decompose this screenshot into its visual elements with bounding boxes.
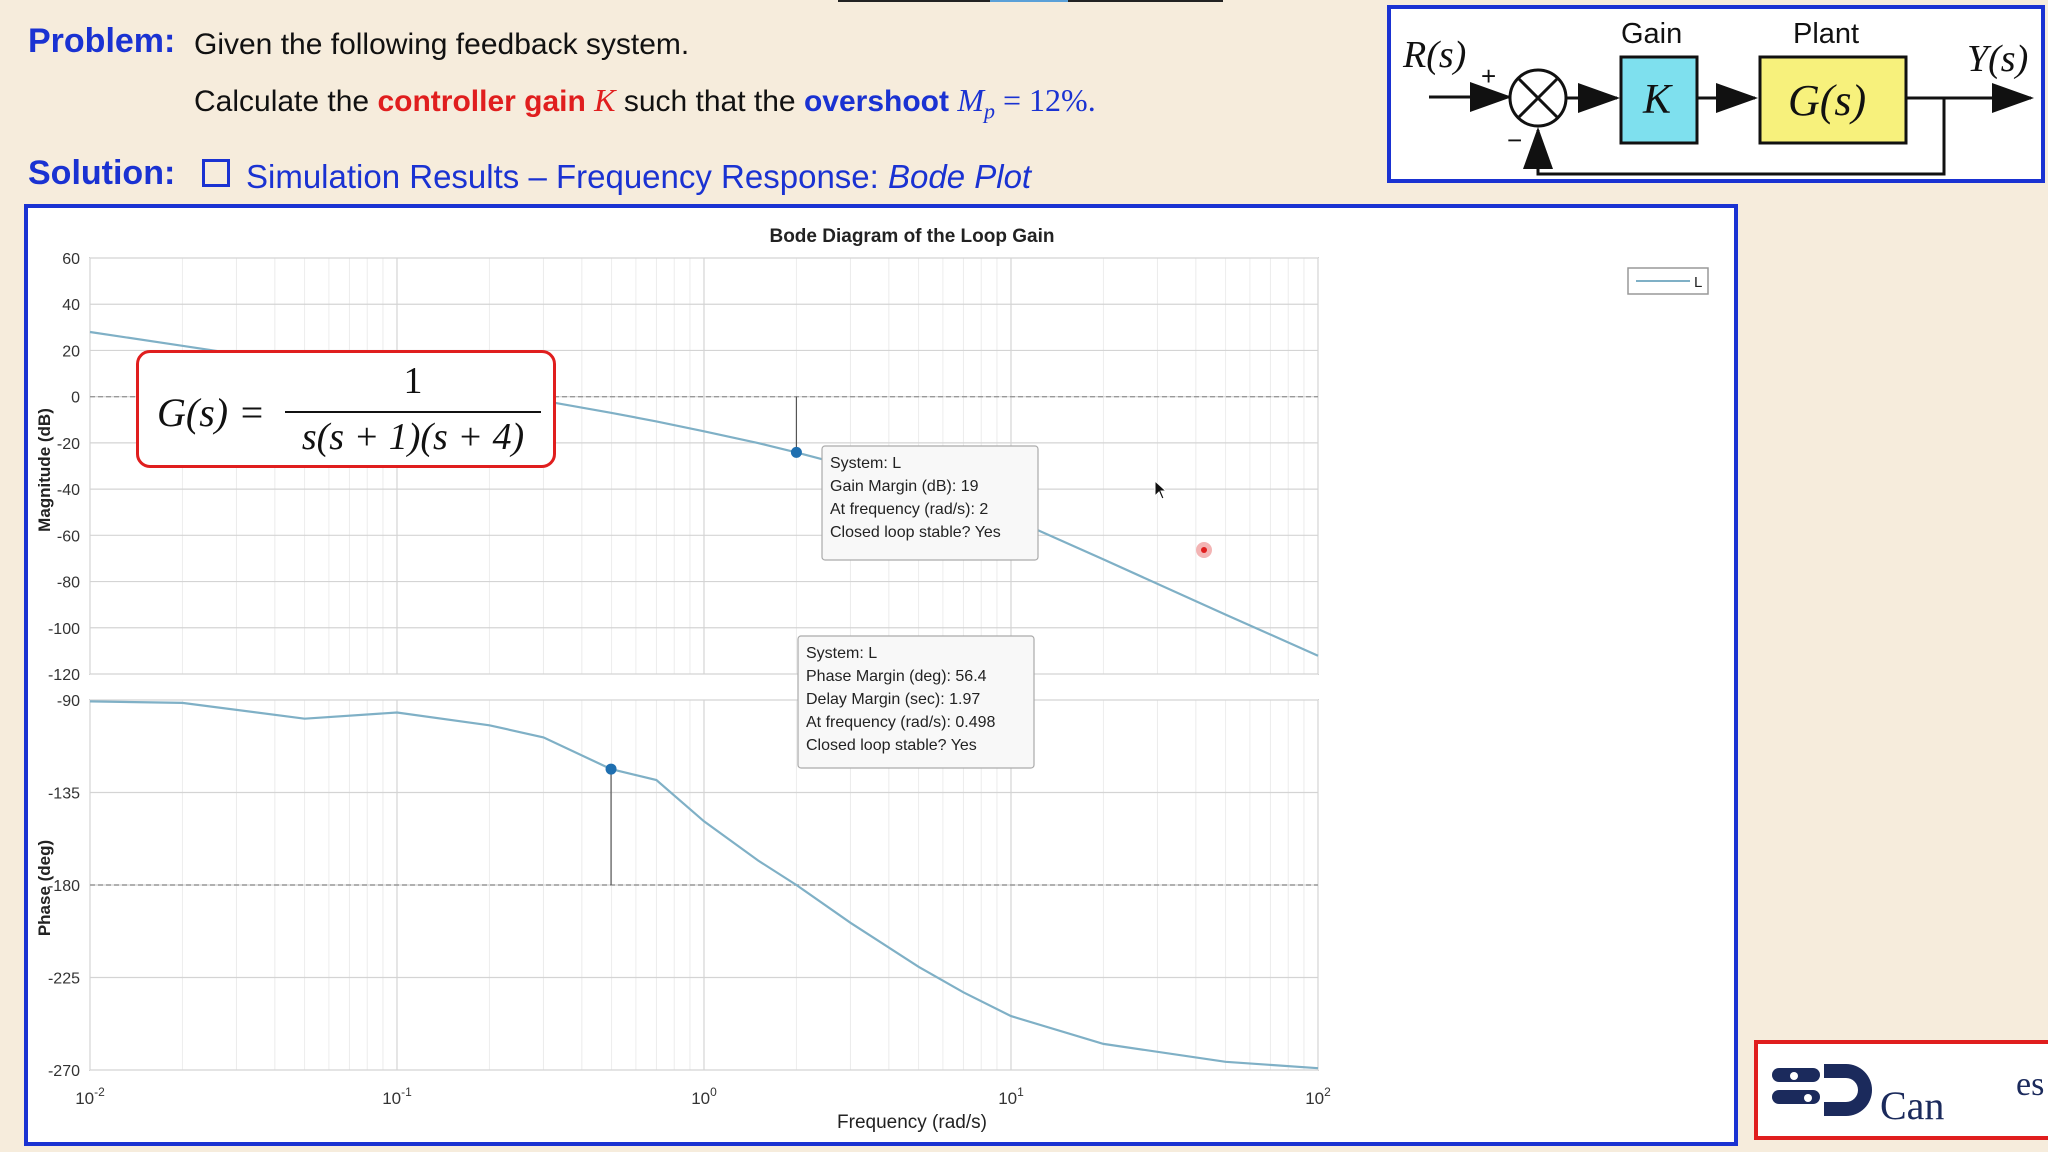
- bode-chart: Bode Diagram of the Loop Gain Magnitude …: [35, 226, 1709, 1133]
- phase-datatip-marker: [605, 763, 617, 775]
- plant-title: Plant: [1793, 18, 1859, 50]
- mp-value: = 12%.: [994, 82, 1096, 118]
- magnitude-datatip-line: At frequency (rad/s): 2: [830, 501, 988, 518]
- block-diagram: R(s) + − Gain K Plant G(s) Y(s): [1387, 5, 2045, 183]
- mp-subscript: p: [983, 98, 995, 124]
- k-symbol: K: [594, 82, 616, 118]
- phase-datatip-line: Delay Margin (sec): 1.97: [806, 691, 980, 708]
- problem-label: Problem:: [28, 22, 176, 60]
- checkbox-bullet-icon: [202, 159, 230, 187]
- input-label: R(s): [1402, 34, 1466, 76]
- minus-sign: −: [1507, 125, 1522, 155]
- task-text-2: such that the: [615, 85, 804, 118]
- x-tick-label: 10-1: [382, 1085, 412, 1108]
- plus-sign: +: [1481, 61, 1496, 91]
- magnitude-tick-label: -80: [57, 575, 80, 592]
- magnitude-datatip-marker: [790, 446, 802, 458]
- controller-gain-text: controller gain: [377, 85, 586, 118]
- solution-heading: Simulation Results – Frequency Response:…: [202, 158, 1031, 196]
- task-text-1: Calculate the: [194, 85, 378, 118]
- fraction-bar: [285, 411, 541, 413]
- can-logo-icon: [1772, 1064, 1872, 1116]
- transfer-function-lhs: G(s) =: [157, 390, 266, 435]
- magnitude-axis-label: Magnitude (dB): [35, 408, 54, 532]
- phase-datatip-line: Closed loop stable? Yes: [806, 737, 977, 754]
- transfer-function-denominator: s(s + 1)(s + 4): [301, 416, 525, 458]
- phase-series-line: [89, 700, 1319, 1070]
- legend-entry: L: [1694, 274, 1702, 291]
- gain-title: Gain: [1621, 18, 1682, 50]
- x-tick-label: 101: [998, 1085, 1024, 1108]
- phase-tick-label: -270: [48, 1063, 80, 1080]
- transfer-function-numerator: 1: [403, 360, 423, 402]
- magnitude-tick-label: -60: [57, 528, 80, 545]
- problem-statement: Given the following feedback system.: [194, 28, 690, 61]
- mouse-cursor-icon: [1154, 479, 1168, 505]
- plant-symbol: G(s): [1788, 76, 1866, 125]
- x-tick-label: 10-2: [75, 1085, 105, 1108]
- phase-axis-label: Phase (deg): [35, 840, 54, 936]
- magnitude-tick-label: -100: [48, 621, 80, 638]
- mp-symbol: M: [957, 82, 984, 118]
- magnitude-tick-label: -20: [57, 436, 80, 453]
- phase-tick-label: -225: [48, 971, 80, 988]
- solution-text: Simulation Results – Frequency Response:: [246, 158, 888, 195]
- magnitude-tick-label: 20: [62, 343, 80, 360]
- frequency-axis-label: Frequency (rad/s): [837, 1112, 987, 1133]
- magnitude-tick-label: 40: [62, 297, 80, 314]
- x-tick-label: 102: [1305, 1085, 1331, 1108]
- legend[interactable]: L: [1627, 267, 1709, 295]
- magnitude-datatip-box: [821, 445, 1039, 561]
- summing-junction-icon: [1508, 68, 1568, 128]
- magnitude-datatip: System: L Gain Margin (dB): 19 At frequenc…: [821, 445, 1039, 561]
- problem-task: Calculate the controller gain K such tha…: [194, 82, 1096, 124]
- solution-label: Solution:: [28, 154, 176, 192]
- magnitude-tick-label: 60: [62, 251, 80, 268]
- phase-tick-label: -180: [48, 878, 80, 895]
- top-rule-accent: [990, 0, 1068, 2]
- phase-datatip-line: System: L: [806, 645, 877, 662]
- phase-datatip-box: [797, 635, 1035, 769]
- plant-block: [1758, 55, 1908, 145]
- transfer-function-box: G(s) = 1 s(s + 1)(s + 4): [136, 350, 556, 468]
- magnitude-tick-label: -40: [57, 482, 80, 499]
- output-label: Y(s): [1967, 38, 2028, 80]
- gain-symbol: K: [1642, 77, 1673, 123]
- magnitude-tick-label: 0: [71, 390, 80, 407]
- phase-datatip-line: Phase Margin (deg): 56.4: [806, 668, 987, 685]
- phase-datatip: System: L Phase Margin (deg): 56.4 Delay M…: [797, 635, 1035, 769]
- logo-suffix: es: [2016, 1066, 2045, 1103]
- phase-datatip-line: At frequency (rad/s): 0.498: [806, 714, 996, 731]
- magnitude-datatip-line: System: L: [830, 455, 901, 472]
- x-tick-label: 100: [691, 1085, 717, 1108]
- click-indicator-icon: [1196, 542, 1212, 558]
- gain-block: [1619, 55, 1699, 145]
- magnitude-tick-label: -120: [48, 667, 80, 684]
- phase-tick-label: -90: [57, 693, 80, 710]
- chart-title: Bode Diagram of the Loop Gain: [769, 226, 1054, 247]
- solution-text-italic: Bode Plot: [888, 158, 1032, 195]
- magnitude-datatip-line: Closed loop stable? Yes: [830, 524, 1001, 541]
- logo-text: Can: [1880, 1083, 1945, 1128]
- magnitude-datatip-line: Gain Margin (dB): 19: [830, 478, 979, 495]
- overshoot-text: overshoot: [803, 85, 949, 118]
- bode-chart-frame: Bode Diagram of the Loop Gain Magnitude …: [24, 204, 1738, 1146]
- logo: Can es: [1754, 1040, 2048, 1140]
- phase-tick-label: -135: [48, 786, 80, 803]
